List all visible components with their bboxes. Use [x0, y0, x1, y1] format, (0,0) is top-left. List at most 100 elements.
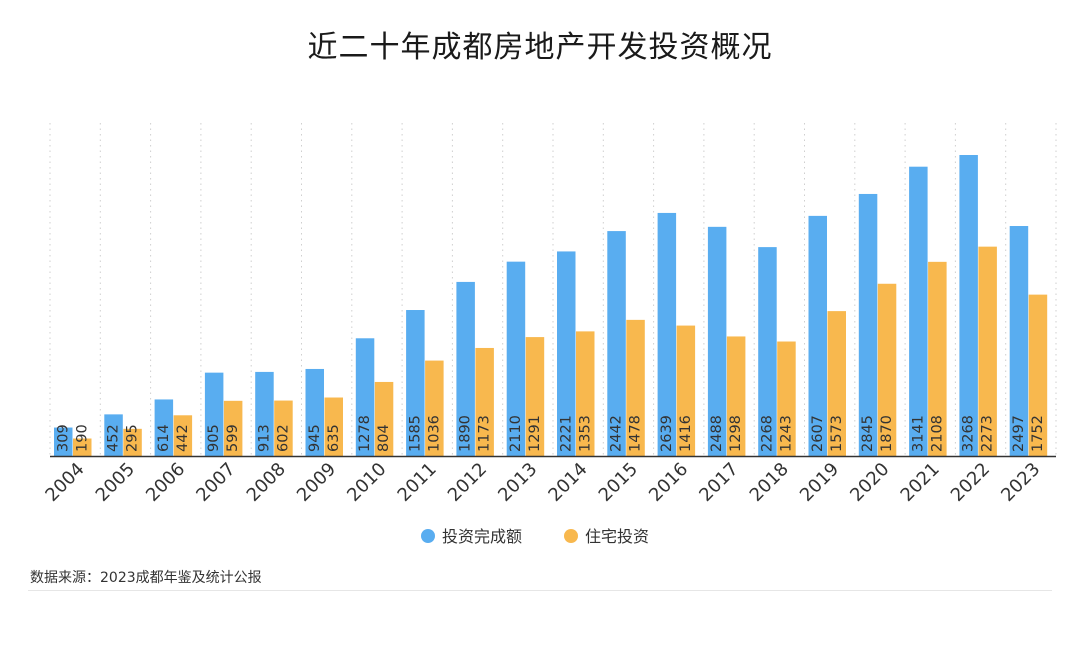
data-label-invest: 2639 [659, 415, 675, 452]
data-label-invest: 614 [156, 424, 172, 452]
x-tick-labels: 2004 2005 2006 2007 2008 2009 2010 2011 2012 2013… [41, 459, 1044, 506]
bar-invest-2012 [456, 281, 475, 456]
bar-housing-2008 [274, 400, 293, 456]
x-tick-label: 2018 [746, 459, 793, 506]
bar-invest-2022 [959, 155, 978, 456]
bar-housing-2016 [676, 325, 696, 456]
data-label-housing: 1752 [1030, 415, 1046, 452]
bar-housing-2005 [123, 428, 142, 456]
x-tick-label: 2019 [796, 459, 843, 506]
data-label-invest: 2607 [810, 415, 826, 452]
bar-invest-2013 [506, 261, 526, 456]
x-tick-label: 2007 [192, 459, 239, 506]
data-label-invest: 905 [206, 424, 222, 452]
data-label-invest: 2442 [609, 415, 625, 452]
data-label-housing: 1416 [678, 415, 694, 452]
bar-housing-2021 [928, 261, 947, 456]
data-label-housing: 1036 [426, 415, 442, 452]
bar-housing-2022 [978, 246, 997, 456]
divider [28, 590, 1052, 591]
data-label-invest: 2497 [1011, 415, 1027, 452]
chart-title: 近二十年成都房地产开发投资概况 [307, 30, 773, 65]
data-label-housing: 442 [175, 424, 191, 452]
x-tick-label: 2013 [494, 459, 541, 506]
bars: 309 190 452 295 614 442 905 599 913 602 945 635 1278… [54, 155, 1048, 457]
data-label-housing: 1573 [829, 415, 845, 452]
bar-invest-2014 [557, 251, 576, 456]
bar-invest-2021 [909, 166, 928, 456]
data-label-invest: 913 [256, 424, 272, 452]
data-label-housing: 190 [74, 424, 90, 452]
bar-invest-2010 [355, 338, 375, 456]
data-label-housing: 804 [376, 424, 392, 452]
bar-housing-2020 [877, 283, 897, 456]
x-tick-label: 2023 [997, 459, 1044, 506]
data-label-invest: 2268 [759, 415, 775, 452]
bar-housing-2010 [374, 381, 394, 456]
x-tick-label: 2012 [444, 459, 491, 506]
x-tick-label: 2005 [92, 459, 139, 506]
data-label-housing: 1478 [628, 415, 644, 452]
data-label-housing: 2273 [980, 415, 996, 452]
bar-housing-2014 [576, 331, 595, 456]
legend-swatch-housing [564, 529, 578, 543]
legend-swatch-invest [421, 529, 435, 543]
bar-invest-2011 [406, 310, 425, 456]
data-label-housing: 602 [275, 424, 291, 452]
bar-housing-2013 [525, 337, 545, 456]
bar-invest-2006 [154, 399, 174, 456]
data-label-housing: 295 [125, 424, 141, 452]
bar-invest-2019 [808, 215, 827, 456]
x-tick-label: 2014 [544, 459, 591, 506]
bar-housing-2011 [425, 360, 444, 456]
x-tick-label: 2011 [394, 459, 441, 506]
bar-housing-2009 [324, 397, 343, 456]
source-note: 数据来源：2023成都年鉴及统计公报 [30, 570, 262, 586]
x-tick-label: 2022 [947, 459, 994, 506]
bar-invest-2018 [758, 247, 777, 456]
bar-housing-2023 [1028, 294, 1048, 456]
bar-chart: 309 190 452 295 614 442 905 599 913 602 945 635 1278… [41, 123, 1057, 546]
data-label-invest: 2110 [508, 415, 524, 452]
gridlines [49, 123, 1057, 456]
bar-housing-2004 [73, 438, 92, 456]
data-label-housing: 1243 [778, 415, 794, 452]
bar-housing-2006 [173, 415, 193, 456]
x-tick-label: 2006 [142, 459, 189, 506]
data-label-housing: 2108 [929, 415, 945, 452]
x-tick-label: 2008 [243, 459, 290, 506]
data-label-invest: 1585 [407, 415, 423, 452]
bar-invest-2004 [54, 427, 73, 456]
data-label-invest: 1890 [458, 415, 474, 452]
data-label-invest: 2488 [709, 415, 725, 452]
bar-invest-2009 [305, 368, 324, 456]
data-label-housing: 1291 [527, 415, 543, 452]
data-label-invest: 3268 [961, 415, 977, 452]
x-tick-label: 2010 [343, 459, 390, 506]
bar-housing-2019 [827, 311, 846, 456]
data-label-invest: 945 [307, 424, 323, 452]
bar-housing-2007 [223, 400, 243, 456]
data-label-invest: 1278 [357, 415, 373, 452]
data-label-housing: 1870 [879, 415, 895, 452]
bar-housing-2017 [726, 336, 746, 456]
data-label-invest: 452 [106, 424, 122, 452]
legend-label-housing: 住宅投资 [585, 527, 649, 546]
bar-invest-2005 [104, 414, 123, 456]
data-label-housing: 1173 [477, 415, 493, 452]
data-label-invest: 309 [55, 424, 71, 452]
bar-invest-2017 [707, 226, 727, 456]
x-tick-label: 2020 [846, 459, 893, 506]
data-label-invest: 2221 [558, 415, 574, 452]
x-tick-label: 2017 [695, 459, 742, 506]
bar-housing-2018 [777, 341, 796, 456]
data-label-housing: 635 [326, 424, 342, 452]
bar-invest-2020 [858, 193, 878, 457]
bar-invest-2023 [1009, 226, 1029, 456]
bar-housing-2015 [626, 319, 645, 456]
x-tick-label: 2021 [897, 459, 944, 506]
bar-invest-2007 [204, 372, 224, 456]
bar-invest-2016 [657, 212, 677, 456]
legend: 投资完成额 住宅投资 [421, 527, 649, 546]
x-tick-label: 2004 [41, 459, 88, 506]
